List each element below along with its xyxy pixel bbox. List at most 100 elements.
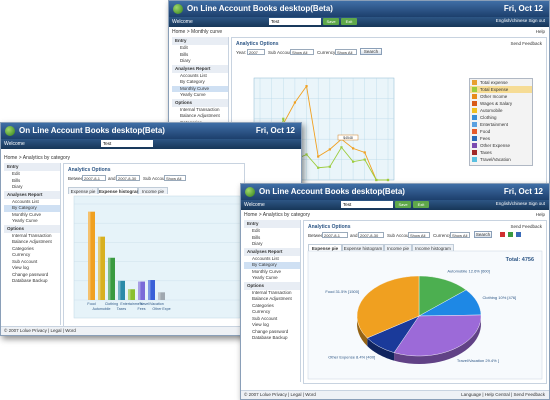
send-feedback-link[interactable]: Send Feedback	[510, 41, 542, 46]
tab-expense-histogram[interactable]: Expense histogram	[342, 244, 384, 251]
sidebar-item-accounts-list[interactable]: Accounts List	[180, 72, 207, 78]
legend-item[interactable]: Total expense	[470, 79, 532, 86]
sidebar-item-monthly-curve[interactable]: Monthly Curve	[172, 85, 228, 92]
sidebar-item-diary[interactable]: Diary	[252, 241, 263, 246]
pdf-icon[interactable]	[500, 232, 505, 237]
sidebar-item-bills[interactable]: Bills	[12, 177, 21, 183]
sidebar-item-currency[interactable]: Currency	[252, 309, 271, 314]
data-point	[363, 158, 366, 161]
language-signout-links[interactable]: English/chinese Sign out	[495, 18, 545, 23]
sidebar-section-options[interactable]: Options	[4, 224, 60, 233]
sidebar-section-analyses[interactable]: Analyses Report	[172, 64, 228, 73]
sidebar-item-categories[interactable]: Categories	[12, 245, 34, 251]
legend-item[interactable]: Food	[470, 128, 532, 135]
sidebar-item-change-password[interactable]: Change password	[12, 271, 49, 277]
sidebar-item-database-backup[interactable]: Database Backup	[12, 278, 48, 283]
legend-item[interactable]: Other Expense	[470, 142, 532, 149]
expense-histogram-chart: FoodAutomobileClothingTaxesEntertainment…	[73, 195, 241, 319]
sidebar-section-entry[interactable]: Entry	[244, 220, 300, 228]
sidebar-item-yearly-curve[interactable]: Yearly Curve	[252, 275, 278, 280]
sidebar-section-options[interactable]: Options	[172, 98, 228, 107]
sidebar-item-by-category[interactable]: By Category	[180, 79, 205, 84]
sidebar-item-view-log[interactable]: View log	[12, 265, 29, 270]
sub-account-select[interactable]: Show All	[164, 175, 186, 181]
sidebar-item-edit[interactable]: Edit	[12, 171, 20, 176]
date-from-input[interactable]: 2007-8-1	[322, 232, 348, 238]
save-button[interactable]: Save	[395, 201, 411, 208]
footer-links[interactable]: Language | Help Central | Send Feedback	[461, 392, 545, 397]
sidebar-item-yearly-curve[interactable]: Yearly Curve	[180, 92, 206, 97]
tab-income-pie[interactable]: Income pie	[384, 244, 412, 251]
x-tick-label: Taxes	[117, 307, 127, 311]
sidebar-item-balance-adjustment[interactable]: Balance Adjustment	[180, 113, 220, 118]
sidebar-item-sub-account[interactable]: Sub Account	[12, 258, 38, 264]
sidebar-section-options[interactable]: Options	[244, 281, 300, 290]
sidebar-item-diary[interactable]: Diary	[180, 58, 191, 63]
legend-item[interactable]: Automobile	[470, 107, 532, 114]
exit-button[interactable]: Exit	[413, 201, 429, 208]
search-button[interactable]: Search	[474, 231, 492, 238]
sidebar-item-sub-account[interactable]: Sub Account	[252, 315, 278, 321]
language-signout-links[interactable]: English/chinese Sign out	[495, 201, 545, 206]
sidebar-section-analyses[interactable]: Analyses Report	[244, 247, 300, 256]
sidebar-item-balance-adjustment[interactable]: Balance Adjustment	[252, 296, 292, 301]
legend-item[interactable]: Other Income	[470, 93, 532, 100]
legend-item[interactable]: Clothing	[470, 114, 532, 121]
sidebar-item-accounts-list[interactable]: Accounts List	[252, 255, 279, 261]
help-link[interactable]: Help	[535, 212, 545, 217]
legend-label: Total expense	[480, 80, 508, 85]
currency-select[interactable]: Show All	[335, 49, 357, 55]
sidebar-section-entry[interactable]: Entry	[172, 37, 228, 45]
sidebar-item-internal-transaction[interactable]: Internal Transaction	[252, 289, 292, 295]
sidebar-item-internal-transaction[interactable]: Internal Transaction	[12, 232, 52, 238]
sidebar-item-internal-transaction[interactable]: Internal Transaction	[180, 106, 220, 112]
sidebar-item-by-category[interactable]: By Category	[4, 205, 60, 212]
search-button[interactable]: Search	[360, 48, 382, 55]
sub-account-select[interactable]: Show All	[408, 232, 430, 238]
sidebar-item-accounts-list[interactable]: Accounts List	[12, 198, 39, 204]
date-to-input[interactable]: 2007-8-30	[116, 175, 140, 181]
date-to-input[interactable]: 2007-8-30	[358, 232, 384, 238]
sidebar-item-balance-adjustment[interactable]: Balance Adjustment	[12, 239, 52, 244]
sidebar-item-categories[interactable]: Categories	[252, 302, 274, 308]
date-from-input[interactable]: 2007-8-1	[82, 175, 106, 181]
sidebar-item-bills[interactable]: Bills	[180, 51, 189, 57]
sidebar-item-edit[interactable]: Edit	[180, 45, 188, 50]
sidebar-item-database-backup[interactable]: Database Backup	[252, 335, 288, 340]
sidebar-item-currency[interactable]: Currency	[12, 252, 31, 257]
user-field[interactable]: Test	[101, 140, 153, 147]
tab-income-histogram[interactable]: Income histogram	[412, 244, 454, 251]
exit-button[interactable]: Exit	[341, 18, 357, 25]
print-icon[interactable]	[516, 232, 521, 237]
sidebar-item-by-category[interactable]: By Category	[244, 262, 300, 269]
sidebar-item-diary[interactable]: Diary	[12, 184, 23, 189]
legend-item[interactable]: Wages & Salary	[470, 100, 532, 107]
tab-expense-pie[interactable]: Expense pie	[68, 187, 98, 194]
excel-icon[interactable]	[508, 232, 513, 237]
legend-item[interactable]: Entertainment	[470, 121, 532, 128]
sidebar-item-monthly-curve[interactable]: Monthly Curve	[252, 268, 282, 274]
tab-income-pie[interactable]: Income pie	[138, 187, 168, 194]
sidebar-section-analyses[interactable]: Analyses Report	[4, 190, 60, 199]
sidebar-item-edit[interactable]: Edit	[252, 228, 260, 233]
legend-item[interactable]: Fees	[470, 135, 532, 142]
currency-select[interactable]: Show All	[450, 232, 470, 238]
sidebar-item-change-password[interactable]: Change password	[252, 328, 289, 334]
tab-expense-histogram[interactable]: Expense histogram	[98, 187, 141, 194]
send-feedback-link[interactable]: Send Feedback	[510, 224, 542, 229]
user-field[interactable]: Test	[341, 201, 393, 208]
legend-item[interactable]: Travel/Vacation	[470, 156, 532, 163]
sidebar-item-view-log[interactable]: View log	[252, 322, 269, 327]
sidebar-item-yearly-curve[interactable]: Yearly Curve	[12, 218, 38, 223]
tab-expense-pie[interactable]: Expense pie	[308, 244, 342, 251]
help-link[interactable]: Help	[535, 29, 545, 34]
legend-item[interactable]: Total Expense	[470, 86, 532, 93]
sidebar-item-monthly-curve[interactable]: Monthly Curve	[12, 211, 42, 217]
sub-account-select[interactable]: Show All	[290, 49, 314, 55]
legend-item[interactable]: Taxes	[470, 149, 532, 156]
sidebar-item-bills[interactable]: Bills	[252, 234, 261, 240]
year-select[interactable]: 2007	[247, 49, 265, 55]
sidebar-section-entry[interactable]: Entry	[4, 163, 60, 171]
save-button[interactable]: Save	[323, 18, 339, 25]
user-field[interactable]: Test	[269, 18, 321, 25]
